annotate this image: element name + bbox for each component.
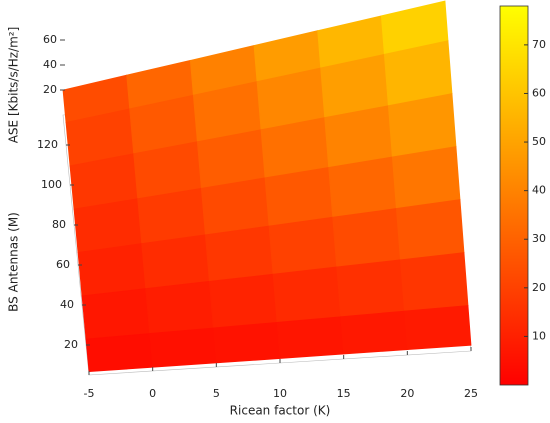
colorbar-tick-label: 20 (532, 281, 546, 294)
surface-cell (276, 316, 345, 359)
surface-cell (391, 146, 461, 209)
surface-cell (340, 310, 408, 355)
surface-cell (395, 199, 465, 261)
surface-cell (200, 177, 270, 236)
x-tick-label: 15 (337, 387, 351, 400)
surface-cell (332, 208, 401, 268)
surface-cell (204, 225, 274, 282)
x-tick-label: -5 (84, 387, 95, 400)
x-tick-label: 10 (273, 387, 287, 400)
x-axis-title: Ricean factor (K) (230, 404, 331, 418)
z-tick-label: 60 (43, 33, 57, 46)
surface-cell (212, 321, 281, 364)
surface-cell (141, 234, 210, 290)
x-tick-label: 5 (213, 387, 220, 400)
colorbar-tick-label: 30 (532, 232, 546, 245)
colorbar-tick-label: 50 (532, 135, 546, 148)
surface-cell (264, 167, 334, 227)
x-tick-label: 25 (464, 387, 478, 400)
colorbar-tick-label: 40 (532, 184, 546, 197)
surface-cell (85, 333, 154, 373)
surface-cell (77, 243, 147, 297)
y-tick-label: 20 (64, 338, 78, 351)
surface-cell (336, 259, 405, 318)
surface-cell (208, 273, 278, 329)
y-tick-label: 80 (52, 218, 66, 231)
surface-cell (403, 305, 472, 351)
surface-cell (328, 156, 397, 218)
y-tick-label: 100 (41, 178, 62, 191)
surface-cell (81, 288, 151, 340)
y-tick-label: 40 (60, 298, 74, 311)
surface-cell (272, 266, 342, 323)
surface-cell (145, 280, 214, 334)
z-axis-title: ASE [Kbits/s/Hz/m²] (7, 27, 21, 144)
colorbar (499, 5, 529, 386)
x-tick-label: 20 (400, 387, 414, 400)
colorbar-tick-label: 70 (532, 38, 546, 51)
z-tick-label: 40 (43, 58, 57, 71)
colorbar-tick-label: 60 (532, 86, 546, 99)
y-axis-title: BS Antennas (M) (7, 212, 21, 312)
surface-cell (268, 216, 338, 275)
y-tick-label: 120 (37, 138, 58, 151)
x-tick-label: 0 (149, 387, 156, 400)
colorbar-tick-label: 10 (532, 329, 546, 342)
z-tick-label: 20 (43, 83, 57, 96)
y-tick-label: 60 (56, 258, 70, 271)
surface-cell (399, 252, 469, 312)
surface-cell (149, 327, 217, 368)
